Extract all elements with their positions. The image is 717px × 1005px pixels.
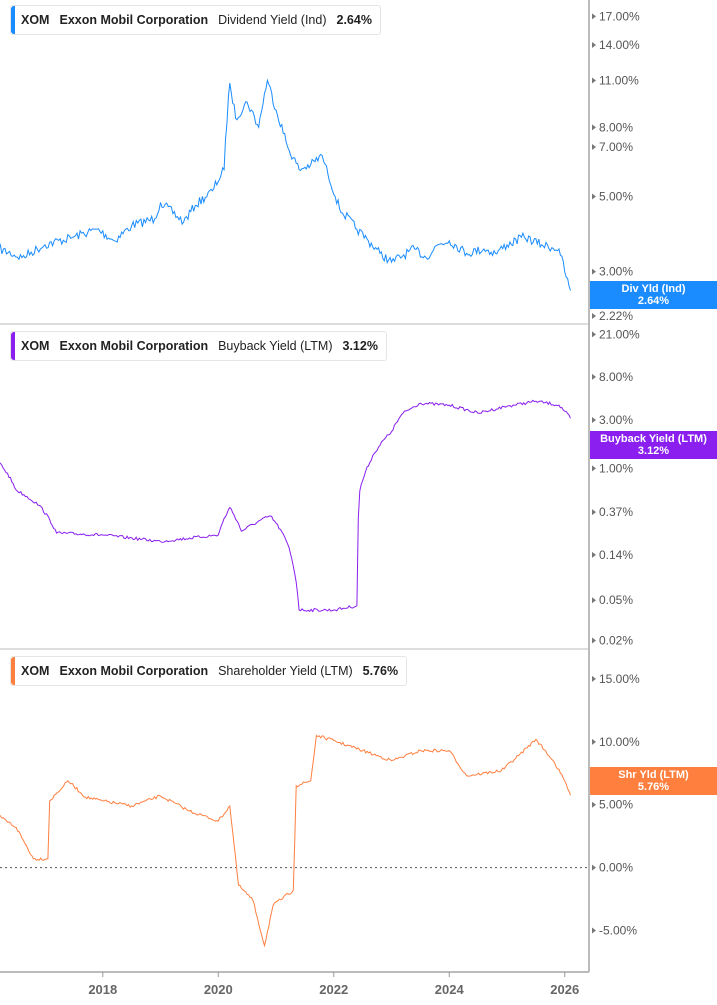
- y-tick-mark: [592, 143, 596, 150]
- legend-company: Exxon Mobil Corporation: [59, 664, 209, 678]
- legend-buyback-yield: XOM Exxon Mobil Corporation Buyback Yiel…: [10, 331, 387, 361]
- y-tick-label: 0.00%: [599, 861, 633, 875]
- y-tick-label: 10.00%: [599, 735, 640, 749]
- tag-label: Shr Yld (LTM): [618, 769, 689, 781]
- tag-label: Div Yld (Ind): [621, 283, 686, 295]
- y-tick-label: 14.00%: [599, 38, 640, 52]
- y-tick-label: 17.00%: [599, 9, 640, 23]
- y-tick-mark: [592, 77, 596, 84]
- y-tick-label: 2.22%: [599, 309, 633, 323]
- y-tick-label: 5.00%: [599, 798, 633, 812]
- y-tick-mark: [592, 738, 596, 745]
- legend-color-bar: [11, 6, 15, 34]
- series-line: [0, 399, 571, 613]
- legend-value: 5.76%: [362, 664, 399, 678]
- y-tick-label: 7.00%: [599, 140, 633, 154]
- y-tick-mark: [592, 864, 596, 871]
- last-value-tag-buyback: Buyback Yield (LTM) 3.12%: [590, 431, 717, 459]
- y-tick-label: 8.00%: [599, 370, 633, 384]
- y-tick-mark: [592, 551, 596, 558]
- series-line: [0, 734, 571, 948]
- y-tick-mark: [592, 801, 596, 808]
- legend-ticker: XOM: [21, 339, 50, 353]
- y-tick-label: 3.00%: [599, 413, 633, 427]
- y-tick-label: 8.00%: [599, 120, 633, 134]
- y-tick-label: 5.00%: [599, 189, 633, 203]
- legend-shareholder-yield: XOM Exxon Mobil Corporation Shareholder …: [10, 656, 408, 686]
- y-tick-mark: [592, 927, 596, 934]
- y-tick-label: 0.05%: [599, 593, 633, 607]
- y-tick-label: 21.00%: [599, 327, 640, 341]
- tag-value: 2.64%: [637, 295, 670, 307]
- x-tick-label: 2020: [204, 982, 233, 997]
- y-tick-mark: [592, 313, 596, 319]
- y-tick-label: 1.00%: [599, 461, 633, 475]
- y-tick-label: 0.37%: [599, 505, 633, 519]
- legend-value: 2.64%: [336, 13, 372, 27]
- legend-color-bar: [11, 657, 15, 685]
- y-tick-mark: [592, 597, 596, 604]
- y-tick-mark: [592, 331, 596, 338]
- legend-color-bar: [11, 332, 15, 360]
- y-tick-mark: [592, 675, 596, 682]
- y-tick-mark: [592, 509, 596, 516]
- y-tick-mark: [592, 41, 596, 48]
- y-tick-label: 0.14%: [599, 548, 633, 562]
- legend-value: 3.12%: [342, 339, 378, 353]
- y-tick-label: 15.00%: [599, 672, 640, 686]
- y-tick-mark: [592, 13, 596, 20]
- y-tick-mark: [592, 193, 596, 200]
- last-value-tag-shareholder: Shr Yld (LTM) 5.76%: [590, 767, 717, 795]
- x-tick-label: 2026: [550, 982, 579, 997]
- y-tick-label: 3.00%: [599, 265, 633, 279]
- legend-ticker: XOM: [21, 664, 50, 678]
- y-tick-mark: [592, 373, 596, 380]
- tag-value: 5.76%: [637, 781, 670, 793]
- y-tick-mark: [592, 268, 596, 275]
- y-tick-mark: [592, 637, 596, 644]
- tag-label: Buyback Yield (LTM): [600, 433, 707, 445]
- y-tick-mark: [592, 417, 596, 424]
- y-tick-mark: [592, 465, 596, 472]
- series-line: [0, 78, 571, 291]
- y-tick-mark: [592, 124, 596, 131]
- y-tick-label: 0.02%: [599, 634, 633, 648]
- legend-metric: Shareholder Yield (LTM): [218, 664, 353, 678]
- last-value-tag-dividend: Div Yld (Ind) 2.64%: [590, 281, 717, 309]
- legend-dividend-yield: XOM Exxon Mobil Corporation Dividend Yie…: [10, 5, 381, 35]
- legend-company: Exxon Mobil Corporation: [59, 13, 209, 27]
- x-tick-label: 2022: [319, 982, 348, 997]
- y-tick-label: 11.00%: [599, 73, 639, 87]
- legend-company: Exxon Mobil Corporation: [59, 339, 209, 353]
- y-tick-label: -5.00%: [599, 923, 637, 937]
- x-tick-label: 2024: [435, 982, 465, 997]
- legend-metric: Dividend Yield (Ind): [218, 13, 327, 27]
- tag-value: 3.12%: [637, 445, 670, 457]
- legend-metric: Buyback Yield (LTM): [218, 339, 333, 353]
- legend-ticker: XOM: [21, 13, 50, 27]
- x-tick-label: 2018: [88, 982, 117, 997]
